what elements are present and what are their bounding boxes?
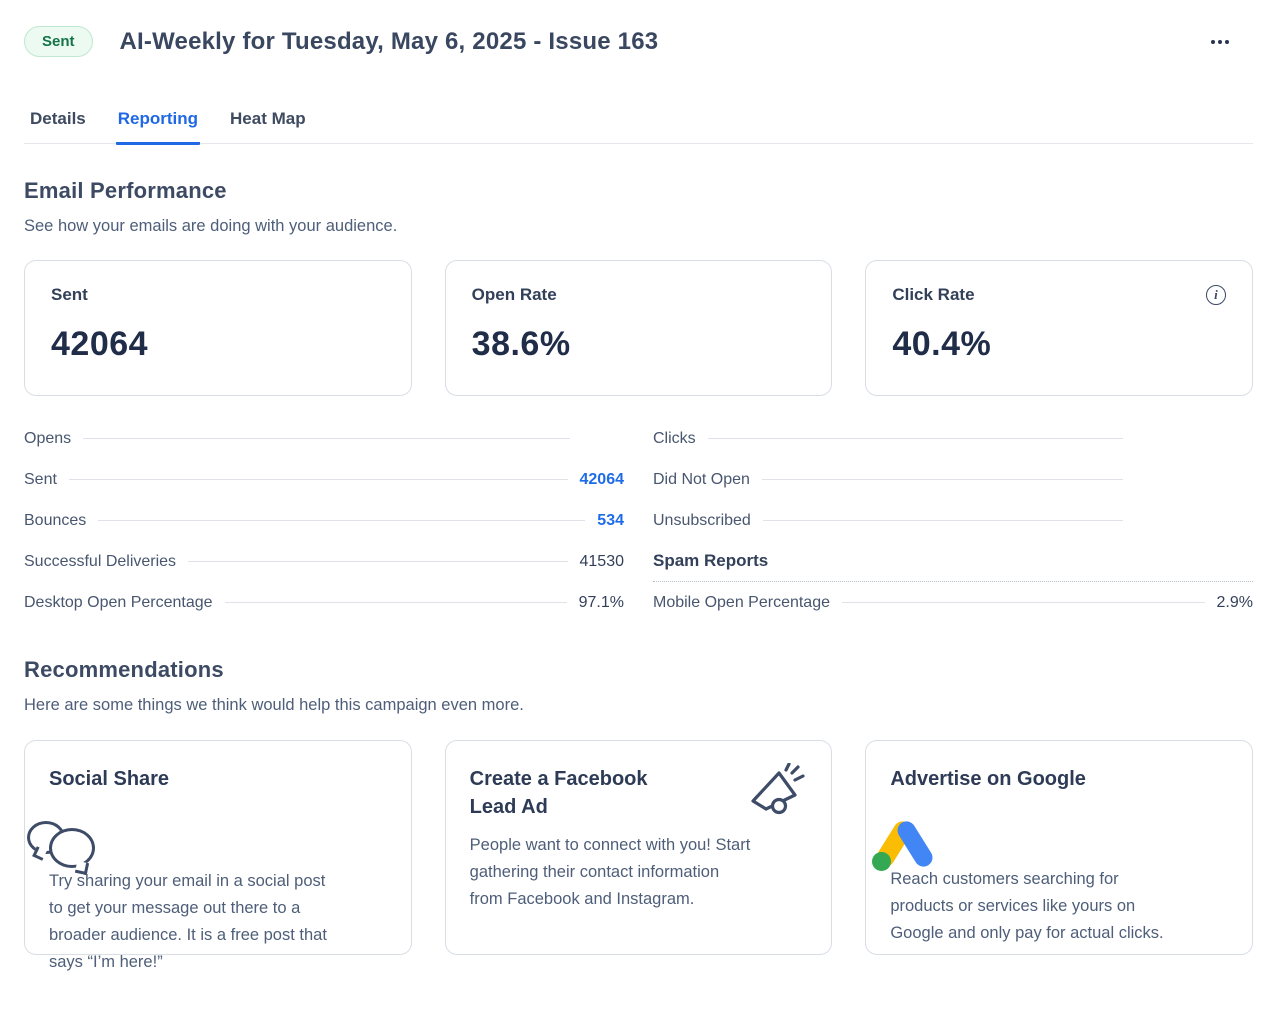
rec-card-body: Try sharing your email in a social post …	[49, 872, 327, 971]
stat-value-link[interactable]: 42064	[579, 470, 625, 488]
stat-label: Spam Reports	[653, 551, 769, 570]
menu-dot	[1225, 39, 1229, 44]
stat-label: Did Not Open	[653, 470, 750, 488]
recommendations-subheading: Here are some things we think would help…	[24, 696, 524, 714]
google-ads-icon	[868, 815, 940, 877]
leader-line	[224, 602, 567, 603]
campaign-header: Sent AI-Weekly for Tuesday, May 6, 2025 …	[24, 26, 1253, 57]
kpi-value: 42064	[51, 325, 149, 363]
kpi-card-open-rate: Open Rate 38.6%	[444, 260, 833, 396]
stat-value-link[interactable]: 534	[597, 511, 624, 529]
stat-row-clicks: Clicks	[653, 418, 1253, 459]
stat-row-sent: Sent 42064	[24, 459, 624, 500]
menu-dot	[1211, 39, 1215, 44]
stat-label: Unsubscribed	[653, 511, 751, 529]
stat-row-spam-reports: Spam Reports	[653, 541, 1253, 582]
stat-row-did-not-open: Did Not Open	[653, 459, 1253, 500]
kpi-value: 40.4%	[892, 325, 992, 363]
speech-bubble-tail	[74, 860, 90, 876]
stat-label: Sent	[24, 470, 57, 488]
stat-label: Successful Deliveries	[24, 552, 177, 570]
leader-line	[98, 520, 586, 521]
speech-bubble-front	[49, 828, 95, 868]
menu-dot	[1218, 39, 1222, 44]
stat-label: Mobile Open Percentage	[653, 593, 830, 611]
rec-card-title: Social Share	[49, 768, 170, 790]
stat-value: 97.1%	[578, 593, 624, 611]
info-icon[interactable]: i	[1205, 285, 1226, 305]
speech-bubbles-icon	[27, 815, 97, 879]
leader-line	[762, 520, 1123, 521]
performance-subheading: See how your emails are doing with your …	[24, 217, 398, 235]
stat-label: Clicks	[653, 429, 696, 447]
stat-row-bounces: Bounces 534	[24, 500, 624, 541]
overflow-menu-icon[interactable]	[1205, 30, 1235, 54]
stat-row-successful-deliveries: Successful Deliveries 41530	[24, 541, 624, 582]
stat-value: 2.9%	[1216, 593, 1253, 611]
tab-reporting[interactable]: Reporting	[115, 99, 201, 145]
stat-row-desktop-open-percentage: Desktop Open Percentage 97.1%	[24, 582, 624, 623]
kpi-card-click-rate: Click Rate i 40.4%	[865, 260, 1253, 396]
leader-line	[68, 479, 568, 480]
rec-card-advertise-on-google[interactable]: Advertise on Google Reach customers sear…	[865, 740, 1253, 955]
kpi-card-sent: Sent 42064	[24, 260, 412, 396]
kpi-label: Sent	[51, 285, 88, 304]
report-page: Sent AI-Weekly for Tuesday, May 6, 2025 …	[24, 26, 1253, 971]
stat-row-opens: Opens	[24, 418, 624, 459]
rec-card-title: Advertise on Google	[890, 768, 1086, 790]
stats-column-left: Opens Sent 42064 Bounces 534 Successful …	[24, 418, 624, 623]
leader-line	[842, 602, 1205, 603]
rec-card-body: Reach customers searching for products o…	[890, 870, 1164, 942]
performance-heading: Email Performance	[24, 178, 227, 203]
rec-card-body: People want to connect with you! Start g…	[469, 836, 751, 908]
stat-label: Opens	[24, 429, 72, 447]
rec-card-facebook-lead-ad[interactable]: Create a Facebook Lead Ad People want to…	[444, 740, 833, 955]
status-badge: Sent	[24, 26, 93, 57]
leader-line	[188, 561, 568, 562]
stats-grid: Opens Sent 42064 Bounces 534 Successful …	[24, 418, 1253, 623]
stat-label: Desktop Open Percentage	[24, 593, 213, 611]
leader-line	[83, 438, 570, 439]
kpi-cards: Sent 42064 Open Rate 38.6% Click Rate i …	[24, 260, 1253, 396]
recommendation-cards: Social Share Try sharing your email in a…	[24, 740, 1253, 971]
stat-row-unsubscribed: Unsubscribed	[653, 500, 1253, 541]
google-ads-green-dot	[872, 852, 892, 871]
stat-label: Bounces	[24, 511, 87, 529]
stats-column-right: Clicks Did Not Open Unsubscribed Spam Re…	[653, 418, 1253, 623]
rec-card-title: Create a Facebook Lead Ad	[469, 768, 648, 818]
kpi-label: Click Rate	[892, 285, 975, 304]
tab-bar: Details Reporting Heat Map	[24, 99, 1253, 145]
leader-line	[761, 479, 1123, 480]
rec-card-social-share[interactable]: Social Share Try sharing your email in a…	[24, 740, 412, 971]
stat-row-mobile-open-percentage: Mobile Open Percentage 2.9%	[653, 582, 1253, 623]
tab-heat-map[interactable]: Heat Map	[230, 109, 306, 128]
stat-value: 41530	[579, 552, 625, 570]
leader-line	[707, 438, 1123, 439]
recommendations-heading: Recommendations	[24, 657, 224, 682]
page-title: AI-Weekly for Tuesday, May 6, 2025 - Iss…	[119, 27, 659, 55]
kpi-value: 38.6%	[471, 325, 571, 363]
megaphone-icon	[743, 762, 809, 828]
tab-details[interactable]: Details	[30, 109, 86, 128]
kpi-label: Open Rate	[471, 285, 557, 304]
